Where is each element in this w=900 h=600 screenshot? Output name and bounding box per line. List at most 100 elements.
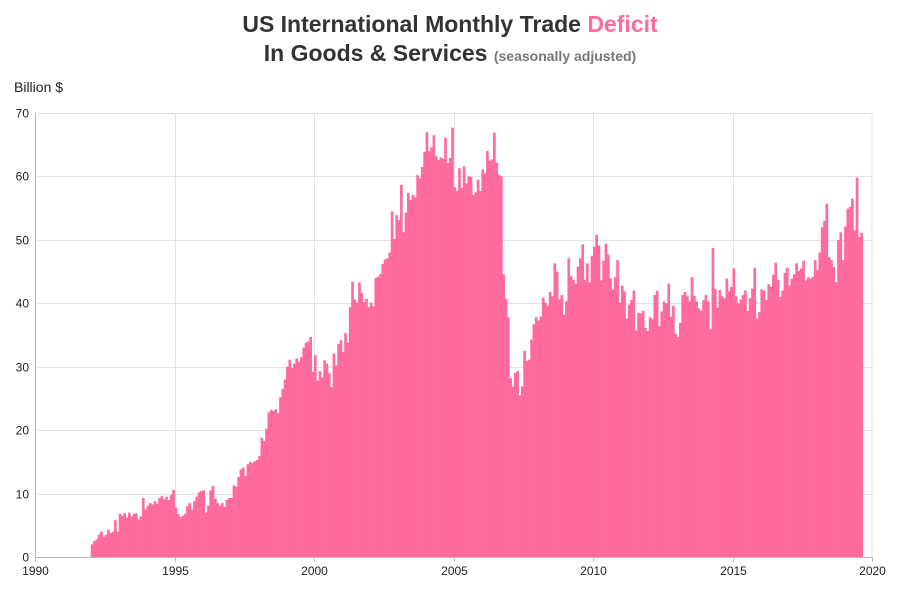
bar [495, 162, 499, 557]
bar [527, 359, 531, 557]
bar [699, 310, 703, 557]
bar [407, 192, 410, 558]
bar [555, 271, 559, 557]
bar [741, 295, 745, 557]
bar [530, 339, 533, 557]
bar [293, 363, 296, 557]
bar [802, 260, 805, 557]
bar [602, 260, 605, 557]
bar [267, 412, 271, 557]
bar [651, 319, 654, 557]
bar [639, 313, 643, 557]
bar [209, 490, 213, 557]
bar [413, 197, 417, 558]
bar [644, 328, 647, 557]
bar [253, 461, 257, 557]
bar [423, 151, 426, 557]
bar [511, 386, 515, 557]
bar [93, 541, 96, 557]
bar [376, 276, 380, 557]
bar [806, 277, 810, 557]
bar [304, 342, 308, 557]
bar [114, 520, 117, 557]
bar [613, 277, 617, 557]
bar [176, 513, 180, 557]
bar [513, 373, 517, 557]
bar [151, 504, 154, 557]
y-tick-label: 60 [16, 170, 30, 184]
bar [327, 373, 331, 557]
bar [579, 258, 582, 557]
bar [134, 513, 138, 557]
bar [609, 278, 612, 557]
bar [302, 347, 306, 557]
bar [813, 260, 817, 557]
bar [506, 317, 510, 557]
bar [420, 166, 424, 557]
bar [809, 278, 812, 557]
x-tick-label: 2015 [720, 564, 747, 578]
bar [488, 160, 492, 557]
bar [500, 176, 503, 557]
bar [386, 258, 389, 557]
bar [144, 509, 147, 557]
y-tick-label: 30 [16, 361, 30, 375]
bar [781, 290, 784, 557]
bar [758, 312, 761, 557]
y-tick-label: 10 [16, 488, 30, 502]
bar [827, 256, 831, 557]
y-axis-label: Billion $ [14, 79, 64, 95]
bar [455, 191, 459, 557]
bar [565, 301, 568, 557]
bar [181, 515, 185, 557]
bar [676, 336, 680, 557]
bar [458, 168, 461, 557]
bar [830, 260, 833, 557]
bar [686, 296, 689, 557]
bar [634, 330, 638, 557]
bar [586, 263, 589, 557]
bar [169, 494, 173, 557]
bar [400, 184, 403, 558]
title-subtitle: (seasonally adjusted) [493, 48, 637, 64]
bar [111, 531, 115, 557]
bar [767, 284, 771, 557]
bar [314, 355, 317, 557]
bar [762, 290, 766, 557]
bar [404, 212, 408, 557]
bar [453, 187, 457, 557]
bar [248, 461, 252, 557]
bar [365, 298, 368, 557]
bar [118, 513, 122, 557]
bar [774, 262, 778, 557]
x-tick-label: 2005 [441, 564, 468, 578]
bar [362, 302, 366, 557]
bar [283, 379, 287, 557]
x-tick-label: 1990 [22, 564, 49, 578]
bar [818, 252, 822, 558]
bar [290, 367, 294, 557]
bar [397, 220, 401, 557]
bar [497, 174, 501, 557]
chart-title-line-2: In Goods & Services (seasonally adjusted… [0, 39, 900, 71]
bar [811, 276, 815, 557]
bar [393, 239, 396, 557]
bar [616, 260, 619, 557]
bar [90, 544, 94, 557]
bar [544, 302, 547, 557]
bar [799, 268, 803, 557]
bar [725, 278, 729, 557]
bar [260, 437, 264, 557]
bar [446, 163, 450, 558]
bar [139, 516, 143, 557]
bar [439, 157, 443, 557]
bar [197, 492, 201, 557]
bar [300, 357, 303, 557]
bar [606, 254, 610, 557]
bar [467, 176, 471, 557]
bar [683, 291, 687, 557]
bar [211, 485, 215, 557]
y-tick-label: 50 [16, 234, 30, 248]
bar [839, 232, 843, 557]
bar [783, 272, 787, 557]
